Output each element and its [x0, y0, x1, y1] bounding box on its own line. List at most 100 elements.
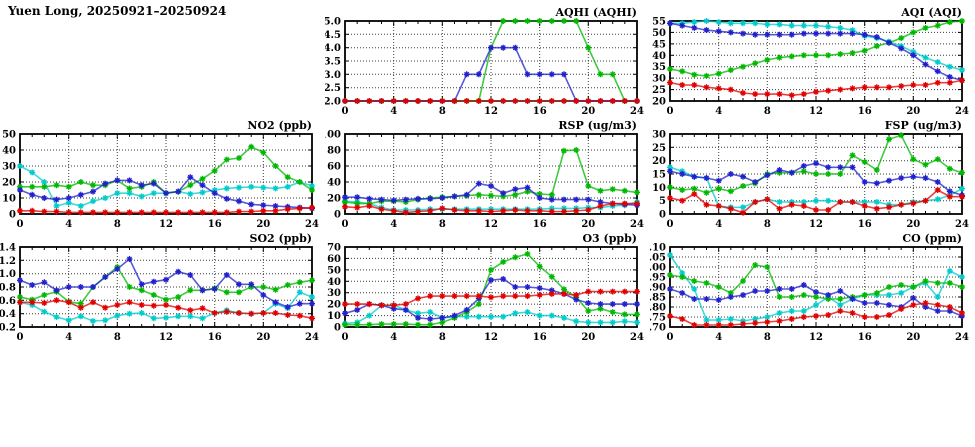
x-tick-label: 24 — [955, 219, 969, 230]
y-tick-label: 0.70 — [650, 323, 666, 334]
chart-fsp-canvas: 0 5 10 15 20 25 30 0 4 8 12 16 20 24 FSP (ug/m3) — [652, 119, 969, 231]
y-tick-label: 0.4 — [0, 309, 16, 320]
y-tick-label: 30 — [2, 162, 16, 173]
y-tick-label: 20 — [327, 194, 341, 205]
y-tick-label: 0.90 — [650, 283, 666, 294]
y-tick-label: 60 — [327, 254, 341, 265]
y-tick-label: 10 — [327, 311, 341, 322]
y-tick-label: 20 — [652, 156, 666, 167]
x-tick-label: 4 — [715, 106, 722, 117]
series-markers-red — [17, 297, 315, 322]
x-tick-label: 8 — [114, 332, 121, 343]
x-tick-label: 16 — [208, 219, 222, 230]
y-tick-label: 100 — [325, 130, 341, 141]
chart-aqhi-canvas: 2.0 2.5 3.0 3.5 4.0 4.5 5.0 0 4 8 12 16 20 24 AQHI (AQ… — [324, 6, 644, 118]
series-markers-blue — [667, 160, 965, 199]
chart-no2: 0 10 20 30 40 50 0 4 8 12 16 20 24 NO2 (ppb) — [0, 117, 325, 230]
y-tick-label: 0 — [659, 210, 666, 221]
x-tick-label: 20 — [256, 219, 270, 230]
y-tick-label: 1.10 — [650, 243, 666, 254]
x-tick-label: 20 — [581, 332, 595, 343]
axes: 2.0 2.5 3.0 3.5 4.0 4.5 5.0 0 4 8 12 16 20 24 — [324, 17, 644, 118]
x-tick-label: 4 — [390, 106, 397, 117]
y-tick-label: 5.0 — [325, 17, 341, 28]
y-tick-label: 80 — [327, 146, 341, 157]
x-tick-label: 24 — [955, 106, 969, 117]
x-tick-label: 0 — [17, 332, 24, 343]
x-tick-label: 20 — [256, 332, 270, 343]
chart-aqhi: 2.0 2.5 3.0 3.5 4.0 4.5 5.0 0 4 8 12 16 20 24 AQHI (AQ… — [324, 4, 650, 118]
x-tick-label: 4 — [65, 332, 72, 343]
x-tick-label: 24 — [630, 219, 644, 230]
y-tick-label: 0.75 — [650, 313, 666, 324]
x-tick-label: 24 — [630, 106, 644, 117]
series-markers-green — [667, 262, 965, 302]
y-tick-label: 0.95 — [650, 273, 666, 284]
x-tick-label: 8 — [114, 219, 121, 230]
x-tick-label: 12 — [484, 219, 498, 230]
x-tick-label: 24 — [955, 332, 969, 343]
x-tick-label: 8 — [439, 219, 446, 230]
y-tick-label: 20 — [327, 300, 341, 311]
x-tick-label: 8 — [764, 332, 771, 343]
y-tick-label: 70 — [327, 243, 341, 254]
chart-co: 0.700.750.800.850.900.951.001.051.10 0 4 8 1… — [642, 230, 975, 343]
chart-aqi: 20 25 30 35 40 45 50 55 0 4 8 12 16 20 24 AQI (AQI) — [650, 4, 975, 117]
chart-title: NO2 (ppb) — [247, 119, 312, 132]
y-tick-label: 0.6 — [0, 296, 16, 307]
x-tick-label: 4 — [390, 332, 397, 343]
x-tick-label: 0 — [342, 219, 349, 230]
y-tick-label: 50 — [327, 265, 341, 276]
x-tick-label: 16 — [533, 106, 547, 117]
x-tick-label: 24 — [305, 219, 319, 230]
x-tick-label: 0 — [667, 332, 674, 343]
x-tick-label: 12 — [809, 332, 823, 343]
x-tick-label: 16 — [858, 332, 872, 343]
x-tick-label: 12 — [484, 332, 498, 343]
y-tick-label: 40 — [327, 277, 341, 288]
y-tick-label: 1.05 — [650, 253, 666, 264]
series-markers-red — [342, 288, 640, 309]
y-tick-label: 20 — [652, 97, 666, 108]
y-tick-label: 0 — [9, 210, 16, 221]
y-tick-label: 40 — [2, 146, 16, 157]
chart-rsp: 0 20 40 60 80 100 0 4 8 12 16 20 24 RSP (ug/m3) — [320, 117, 650, 230]
x-tick-label: 16 — [858, 219, 872, 230]
y-tick-label: 1.0 — [0, 269, 16, 280]
y-tick-label: 60 — [327, 162, 341, 173]
y-tick-label: 55 — [652, 17, 666, 28]
x-tick-label: 0 — [17, 219, 24, 230]
y-tick-label: 30 — [652, 74, 666, 85]
y-tick-label: 4.0 — [325, 43, 341, 54]
series-markers-blue — [17, 256, 315, 310]
chart-no2-canvas: 0 10 20 30 40 50 0 4 8 12 16 20 24 NO2 (ppb) — [2, 119, 319, 230]
chart-title: CO (ppm) — [902, 232, 962, 245]
series-markers-blue — [342, 44, 640, 104]
x-tick-label: 24 — [630, 332, 644, 343]
x-tick-label: 16 — [858, 106, 872, 117]
x-tick-label: 20 — [906, 219, 920, 230]
axes: 0 5 10 15 20 25 30 0 4 8 12 16 20 24 — [652, 130, 969, 231]
y-tick-label: 40 — [652, 51, 666, 62]
y-tick-label: 4.5 — [325, 30, 341, 41]
y-tick-label: 0.8 — [0, 283, 16, 294]
y-tick-label: 0.85 — [650, 293, 666, 304]
chart-title: RSP (ug/m3) — [558, 119, 637, 132]
series-markers-red — [667, 187, 965, 216]
y-tick-label: 3.5 — [325, 57, 341, 68]
x-tick-label: 0 — [667, 219, 674, 230]
x-tick-label: 16 — [533, 219, 547, 230]
series-markers-green — [667, 18, 965, 79]
y-tick-label: 30 — [652, 130, 666, 141]
x-tick-label: 12 — [809, 106, 823, 117]
series-line-cyan — [669, 254, 963, 322]
y-tick-label: 40 — [327, 178, 341, 189]
x-tick-label: 4 — [715, 219, 722, 230]
chart-so2-canvas: 0.2 0.4 0.6 0.8 1.0 1.2 1.4 0 4 8 12 16 20 24 SO2 (ppb… — [0, 232, 319, 343]
y-tick-label: 0 — [334, 323, 341, 334]
series-markers-red — [342, 200, 640, 216]
x-tick-label: 16 — [208, 332, 222, 343]
y-tick-label: 20 — [2, 178, 16, 189]
